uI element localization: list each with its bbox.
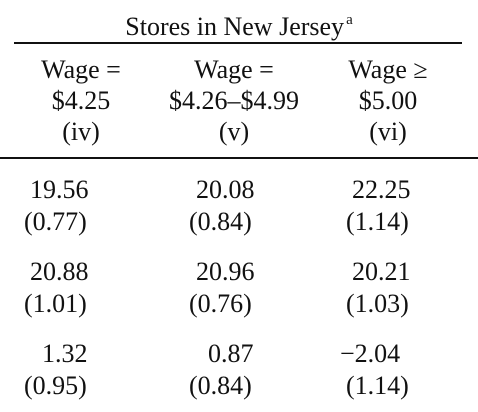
header-bottom-rule bbox=[0, 157, 478, 159]
table-cell-std-error: (1.01) bbox=[24, 289, 87, 318]
column-header-line: (iv) bbox=[62, 117, 100, 146]
column-header-line: Wage ≥ bbox=[348, 55, 428, 84]
table-title-text: Stores in New Jersey bbox=[125, 12, 345, 41]
column-header-line: $5.00 bbox=[358, 86, 418, 115]
column-header-vi: Wage ≥ $5.00 (vi) bbox=[313, 54, 463, 147]
table-cell-std-error: (0.95) bbox=[24, 371, 87, 400]
title-footnote-marker: a bbox=[346, 12, 353, 28]
table-cell-value: 20.88 bbox=[30, 257, 89, 286]
table-cell-std-error: (0.84) bbox=[189, 371, 252, 400]
column-header-line: $4.26–$4.99 bbox=[169, 86, 299, 115]
table-cell-value: 22.25 bbox=[352, 175, 411, 204]
column-header-line: Wage = bbox=[194, 55, 274, 84]
table-cell-value: 1.32 bbox=[42, 339, 88, 368]
table-cell-std-error: (1.14) bbox=[346, 371, 409, 400]
table-title: Stores in New Jersey a bbox=[0, 4, 478, 43]
column-header-line: $4.25 bbox=[51, 86, 111, 115]
title-underline-rule bbox=[14, 42, 462, 44]
table-cell-value: 0.87 bbox=[208, 339, 254, 368]
column-header-line: (vi) bbox=[369, 117, 407, 146]
table-cell-std-error: (1.03) bbox=[346, 289, 409, 318]
column-header-line: Wage = bbox=[41, 55, 121, 84]
table-cell-std-error: (0.77) bbox=[24, 207, 87, 236]
table-cell-value: −2.04 bbox=[340, 339, 401, 368]
table-cell-std-error: (0.84) bbox=[189, 207, 252, 236]
table-cell-value: 20.08 bbox=[196, 175, 255, 204]
table-cell-std-error: (1.14) bbox=[346, 207, 409, 236]
column-header-line: (v) bbox=[218, 117, 250, 146]
table-cell-value: 19.56 bbox=[30, 175, 89, 204]
column-header-iv: Wage = $4.25 (iv) bbox=[6, 54, 156, 147]
table-cell-value: 20.21 bbox=[352, 257, 411, 286]
table-cell-std-error: (0.76) bbox=[189, 289, 252, 318]
column-header-v: Wage = $4.26–$4.99 (v) bbox=[159, 54, 309, 147]
table-cell-value: 20.96 bbox=[196, 257, 255, 286]
